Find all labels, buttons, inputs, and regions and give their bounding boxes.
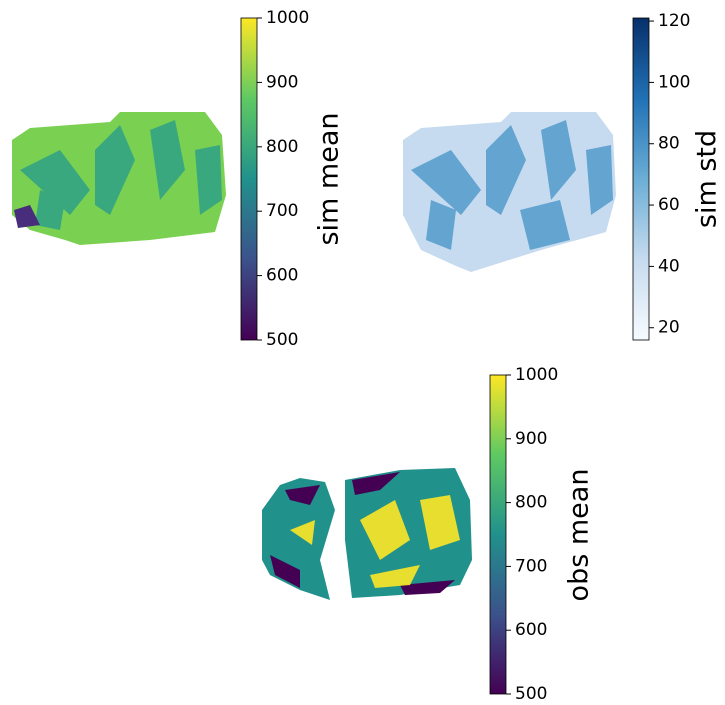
tick-label: 1000 (266, 8, 309, 28)
colorbar (490, 375, 506, 694)
colorbar-label: sim std (692, 130, 723, 228)
tick-label: 100 (658, 72, 690, 92)
field-map (262, 468, 472, 600)
colorbar-label: sim mean (314, 112, 345, 245)
colorbar-label: obs mean (564, 469, 595, 602)
field-map (403, 112, 616, 272)
figure: sim mean sim std obs mean 500 600 700 800 90… (0, 0, 725, 705)
tick-label: 1000 (515, 365, 558, 385)
tick-label: 40 (658, 256, 680, 276)
colorbar (633, 18, 649, 340)
tick-label: 900 (515, 429, 547, 449)
tick-label: 800 (515, 493, 547, 513)
field-map (12, 112, 226, 245)
tick-label: 20 (658, 318, 680, 338)
tick-label: 120 (658, 11, 690, 31)
tick-label: 900 (266, 72, 298, 92)
colorbar (241, 18, 257, 340)
tick-label: 60 (658, 195, 680, 215)
tick-label: 500 (266, 330, 298, 350)
tick-label: 500 (515, 684, 547, 704)
tick-label: 600 (266, 266, 298, 286)
tick-label: 800 (266, 137, 298, 157)
tick-label: 700 (515, 556, 547, 576)
tick-label: 700 (266, 201, 298, 221)
tick-label: 600 (515, 620, 547, 640)
tick-label: 80 (658, 134, 680, 154)
